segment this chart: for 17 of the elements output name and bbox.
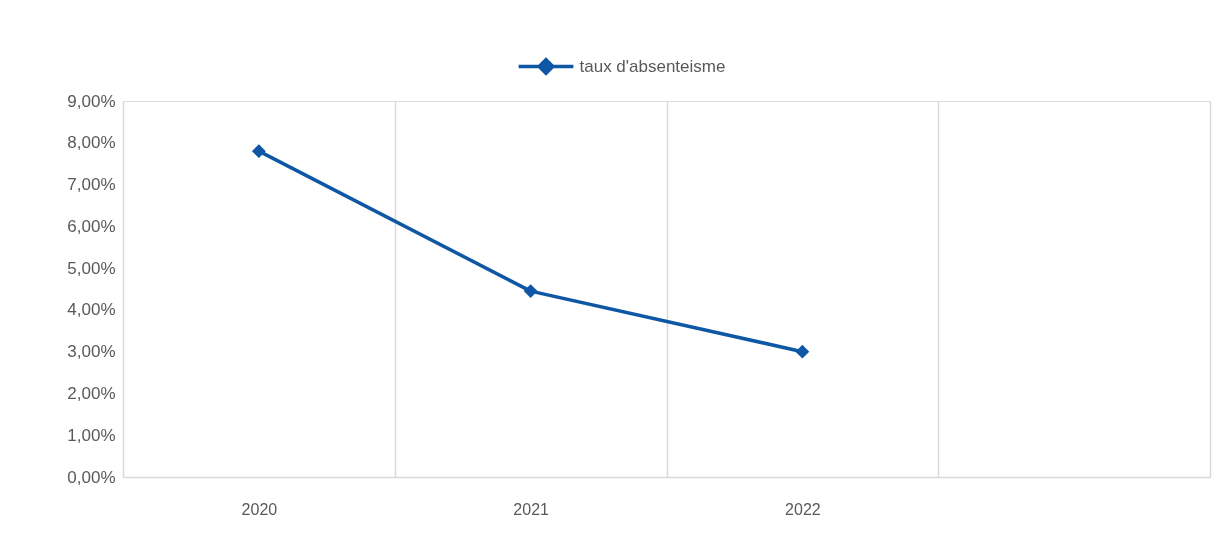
x-tick-label: 2021 <box>513 500 550 518</box>
point <box>795 344 810 359</box>
y-tick-label: 3,00% <box>67 342 116 362</box>
y-tick-label: 8,00% <box>67 133 116 153</box>
point <box>251 144 266 159</box>
y-tick-label: 0,00% <box>67 467 116 487</box>
x-tick-label: 2022 <box>785 500 821 518</box>
point <box>523 284 538 298</box>
x-tick-label: 2020 <box>241 500 278 518</box>
y-tick-label: 1,00% <box>67 425 116 445</box>
y-tick-label: 2,00% <box>67 383 116 403</box>
y-tick-label: 4,00% <box>67 300 116 320</box>
y-tick-label: 5,00% <box>67 258 116 278</box>
y-tick-label: 7,00% <box>67 175 116 195</box>
y-tick-label: 9,00% <box>67 91 116 111</box>
legend-label: taux d'absenteisme <box>579 56 726 76</box>
y-tick-label: 6,00% <box>67 216 116 236</box>
